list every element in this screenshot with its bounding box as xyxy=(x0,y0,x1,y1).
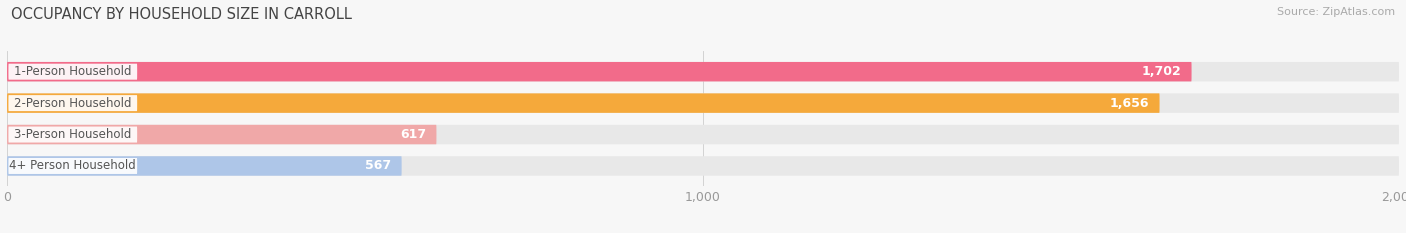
FancyBboxPatch shape xyxy=(8,95,138,111)
Text: 3-Person Household: 3-Person Household xyxy=(14,128,132,141)
FancyBboxPatch shape xyxy=(7,93,1399,113)
Text: 1,702: 1,702 xyxy=(1142,65,1181,78)
Text: 1,656: 1,656 xyxy=(1109,97,1149,110)
FancyBboxPatch shape xyxy=(7,156,1399,176)
FancyBboxPatch shape xyxy=(7,93,1160,113)
Text: 2-Person Household: 2-Person Household xyxy=(14,97,132,110)
FancyBboxPatch shape xyxy=(8,158,138,174)
FancyBboxPatch shape xyxy=(7,62,1191,81)
FancyBboxPatch shape xyxy=(8,64,138,80)
FancyBboxPatch shape xyxy=(7,62,1399,81)
Text: 567: 567 xyxy=(366,159,391,172)
Text: 617: 617 xyxy=(399,128,426,141)
Text: 1-Person Household: 1-Person Household xyxy=(14,65,132,78)
Text: 4+ Person Household: 4+ Person Household xyxy=(10,159,136,172)
Text: OCCUPANCY BY HOUSEHOLD SIZE IN CARROLL: OCCUPANCY BY HOUSEHOLD SIZE IN CARROLL xyxy=(11,7,352,22)
FancyBboxPatch shape xyxy=(7,125,436,144)
FancyBboxPatch shape xyxy=(7,156,402,176)
FancyBboxPatch shape xyxy=(8,127,138,143)
FancyBboxPatch shape xyxy=(7,125,1399,144)
Text: Source: ZipAtlas.com: Source: ZipAtlas.com xyxy=(1277,7,1395,17)
